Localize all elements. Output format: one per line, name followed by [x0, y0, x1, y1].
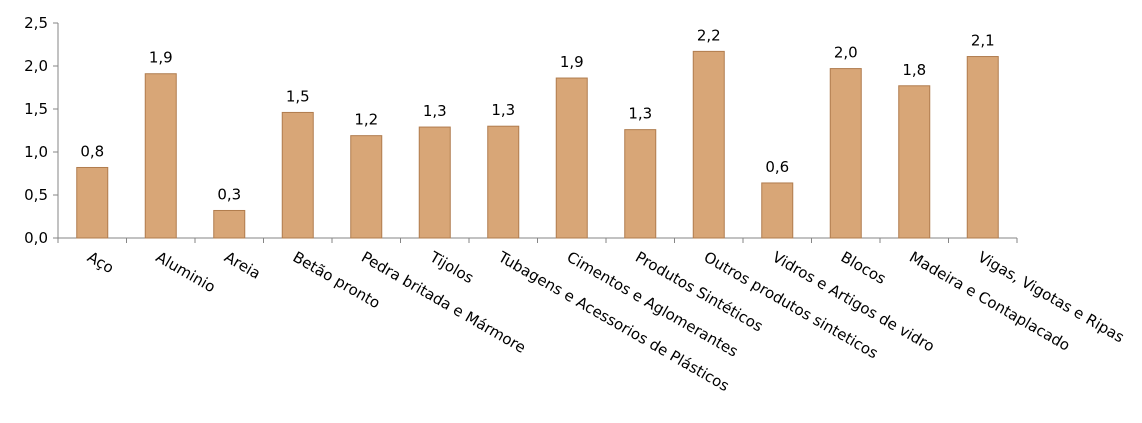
bar — [213, 209, 246, 239]
category-label: Tijolos — [426, 247, 477, 287]
y-tick-label: 1,5 — [24, 100, 48, 118]
bar — [966, 56, 999, 239]
y-tick-label: 1,0 — [24, 143, 48, 161]
data-label: 1,8 — [902, 61, 926, 79]
bars — [76, 50, 999, 239]
data-label: 1,3 — [423, 102, 447, 120]
data-label: 2,2 — [697, 26, 721, 44]
category-label: Aço — [84, 248, 117, 277]
bar — [281, 111, 314, 239]
bar — [350, 135, 383, 239]
y-axis: 0,0 0,5 1,0 1,5 2,0 2,5 — [24, 14, 59, 247]
bar — [487, 125, 520, 239]
category-label: Blocos — [838, 248, 889, 288]
bar — [76, 166, 109, 239]
data-label: 1,9 — [149, 49, 173, 67]
y-tick-label: 2,0 — [24, 57, 48, 75]
data-labels: 0,8 1,9 0,3 1,5 1,2 1,3 1,3 1,9 1,3 2,2 0,6 2,0 1,8 2… — [80, 26, 994, 203]
data-label: 1,2 — [354, 111, 378, 129]
data-label: 1,3 — [628, 105, 652, 123]
data-label: 1,3 — [491, 101, 515, 119]
category-label: Aluminio — [153, 248, 219, 296]
bar — [144, 73, 177, 239]
bar — [418, 126, 451, 239]
data-label: 2,0 — [834, 44, 858, 62]
y-tick-label: 0,0 — [24, 229, 48, 247]
bar — [898, 85, 931, 239]
y-tick-label: 0,5 — [24, 186, 48, 204]
bar — [624, 129, 657, 239]
bar — [555, 77, 588, 239]
bar — [829, 68, 862, 239]
bar — [692, 50, 725, 239]
y-tick-label: 2,5 — [24, 14, 48, 32]
data-label: 0,6 — [765, 158, 789, 176]
data-label: 2,1 — [971, 32, 995, 50]
data-label: 0,8 — [80, 142, 104, 160]
data-label: 0,3 — [217, 185, 241, 203]
data-label: 1,5 — [286, 87, 310, 105]
category-label: Areia — [221, 248, 264, 283]
bar — [761, 182, 794, 239]
x-axis — [57, 237, 1018, 243]
data-label: 1,9 — [560, 53, 584, 71]
